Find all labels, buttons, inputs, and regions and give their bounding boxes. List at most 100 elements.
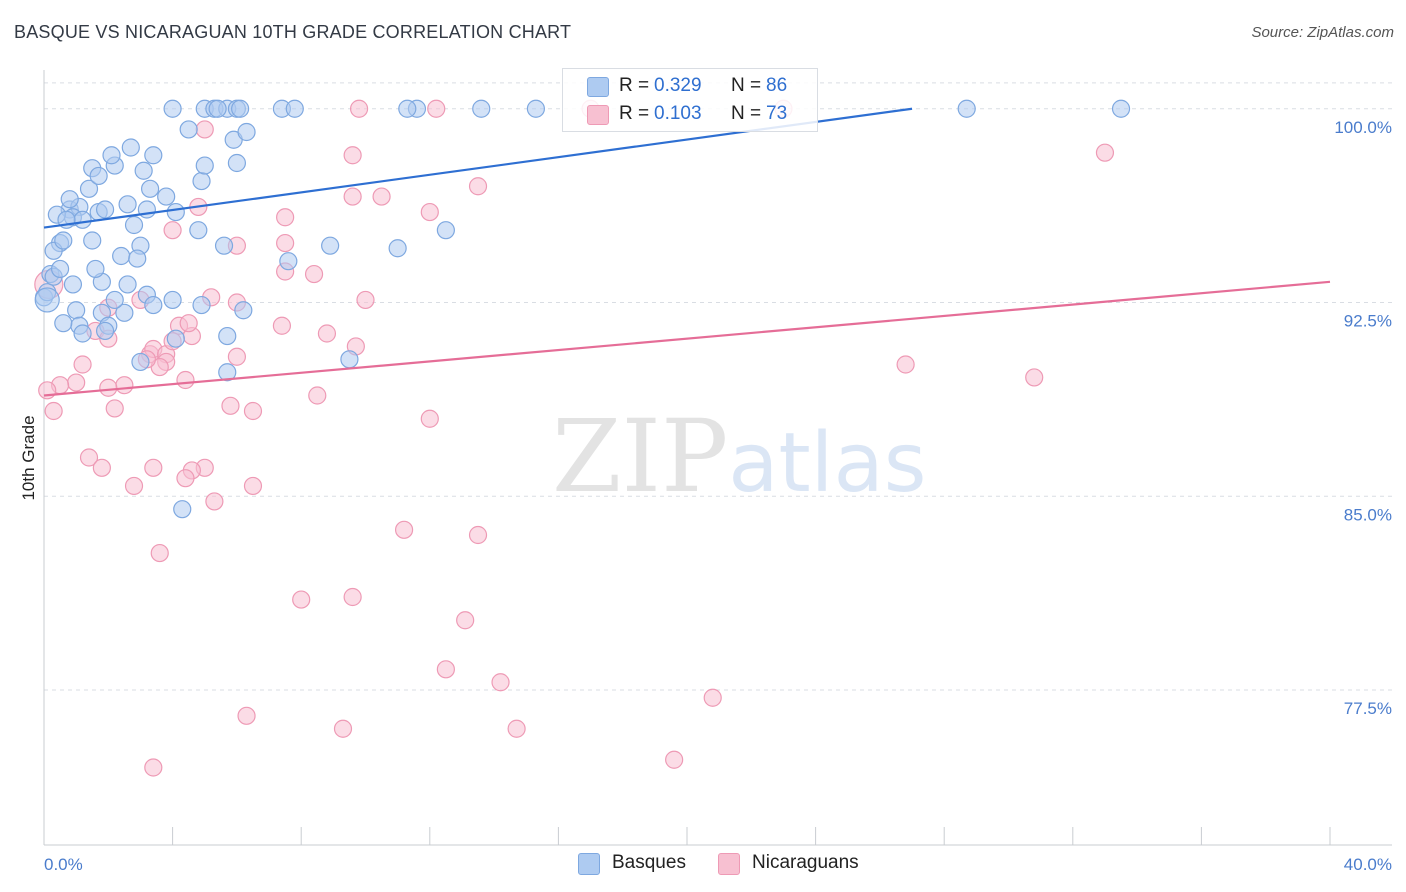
nicaraguans-point — [105, 399, 124, 418]
nicaraguans-point — [99, 378, 118, 397]
basques-point — [144, 295, 163, 315]
basques-point — [166, 202, 185, 222]
y-tick-label: 92.5% — [1344, 312, 1392, 331]
basques-point — [218, 363, 237, 382]
nicaraguans-point — [372, 187, 391, 206]
basques-point — [134, 161, 153, 180]
nicaraguans-point — [67, 373, 86, 392]
basques-point — [192, 171, 211, 191]
nicaraguans-point — [227, 347, 246, 366]
nicaraguans-point — [176, 469, 195, 488]
basques-point — [63, 275, 83, 294]
nicaraguans-point — [1025, 368, 1044, 387]
axes — [43, 70, 1392, 846]
basques-point — [95, 321, 115, 341]
nicaraguans-point — [420, 409, 439, 428]
y-tick-label: 77.5% — [1344, 699, 1392, 718]
basques-point — [285, 99, 304, 118]
basques-point — [388, 239, 407, 258]
series-basques — [34, 99, 1131, 519]
basques-point — [173, 500, 192, 519]
basques-point — [140, 179, 160, 198]
nicaraguans-point — [150, 543, 169, 563]
basques-point — [95, 200, 115, 219]
legend-label-basques: Basques — [612, 852, 686, 873]
basques-point — [163, 290, 182, 310]
y-tick-label: 100.0% — [1334, 118, 1392, 137]
basques-point — [227, 153, 246, 173]
basques-point — [1111, 99, 1131, 118]
nicaraguans-point — [308, 386, 327, 405]
basques-point — [54, 314, 73, 333]
nicaraguans-point — [73, 355, 92, 374]
basques-point — [218, 326, 237, 346]
nicaraguans-point — [221, 396, 240, 415]
basques-point — [195, 156, 214, 175]
nicaraguans-point — [456, 611, 475, 630]
legend-n-value: 86 — [766, 75, 788, 96]
nicaraguans-point — [163, 221, 182, 240]
legend-label-nicaraguans: Nicaraguans — [752, 852, 859, 873]
legend-swatch-nicaraguans — [587, 105, 609, 125]
nicaraguans-point — [243, 401, 263, 421]
nicaraguans-point — [92, 458, 111, 477]
basques-point — [60, 190, 79, 209]
nicaraguans-point — [115, 376, 134, 395]
basques-point — [67, 301, 86, 320]
legend-row-basques: R = 0.329 N = 86 — [563, 75, 817, 99]
legend-swatch-basques — [578, 853, 600, 875]
legend-n-value: 73 — [766, 103, 788, 124]
nicaraguans-point — [356, 290, 375, 310]
basques-point — [214, 236, 234, 255]
nicaraguans-point — [317, 324, 337, 343]
basques-point — [89, 166, 108, 186]
y-tick-labels: 77.5% 85.0% 92.5% 100.0% — [1334, 118, 1392, 718]
basques-point — [163, 99, 182, 118]
basques-point — [73, 324, 92, 343]
nicaraguans-point — [703, 688, 722, 707]
stats-legend: R = 0.329 N = 86 R = 0.103 N = 73 — [562, 68, 818, 132]
basques-point — [279, 252, 298, 271]
basques-point — [957, 99, 976, 118]
basques-point — [131, 352, 150, 372]
y-tick-label: 85.0% — [1344, 505, 1392, 524]
basques-point — [208, 99, 227, 118]
nicaraguans-point — [124, 476, 144, 496]
nicaraguans-point — [237, 706, 256, 725]
series-legend: Basques Nicaraguans — [0, 852, 1406, 876]
nicaraguans-point — [420, 202, 439, 222]
series-nicaraguans — [34, 99, 1115, 777]
nicaraguans-point — [427, 99, 446, 118]
nicaraguans-point — [144, 758, 163, 777]
basques-point — [79, 179, 99, 198]
basques-point — [234, 301, 253, 320]
basques-point — [73, 210, 92, 229]
legend-r-label: R = — [619, 75, 650, 96]
x-tick-labels: 0.0% 40.0% — [44, 855, 1392, 874]
nicaraguans-point — [44, 401, 63, 421]
basques-point — [50, 259, 70, 279]
nicaraguans-point — [304, 264, 324, 284]
nicaraguans-point — [205, 492, 224, 511]
nicaraguans-point — [333, 719, 353, 738]
legend-row-nicaraguans: R = 0.103 N = 73 — [563, 103, 817, 127]
basques-point — [112, 246, 131, 266]
x-tick-label: 40.0% — [1344, 855, 1392, 874]
basques-point — [86, 259, 105, 279]
chart-title: BASQUE VS NICARAGUAN 10TH GRADE CORRELAT… — [14, 22, 572, 42]
nicaraguans-point — [436, 660, 455, 679]
nicaraguans-point — [179, 314, 198, 333]
basques-point — [231, 99, 250, 118]
basques-point — [321, 236, 340, 255]
basques-point — [192, 295, 211, 315]
legend-swatch-nicaraguans — [718, 853, 740, 875]
basques-point — [115, 303, 134, 322]
basques-point — [102, 146, 121, 165]
y-axis-label: 10th Grade — [19, 415, 38, 500]
basques-point — [166, 329, 185, 348]
basques-point — [398, 99, 417, 118]
legend-r-value: 0.103 — [654, 103, 702, 124]
basques-point — [237, 122, 256, 142]
source-label: Source: ZipAtlas.com — [1251, 24, 1394, 41]
